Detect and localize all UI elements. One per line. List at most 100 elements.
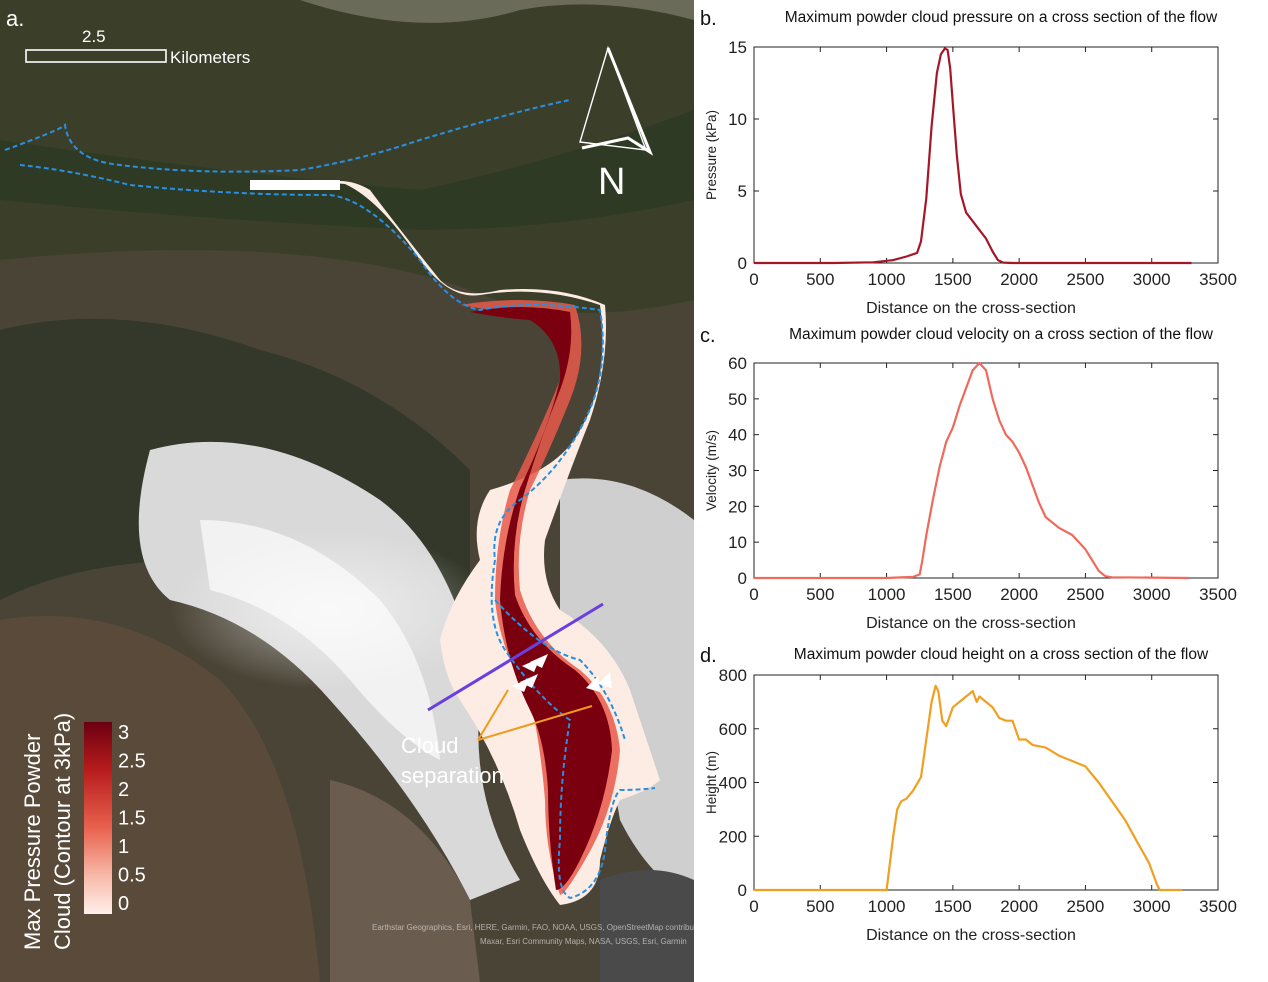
terrain-valley-vegetation — [0, 110, 694, 230]
colorbar-title-2: Cloud (Contour at 3kPa) — [50, 713, 75, 950]
y-axis-label: Velocity (m/s) — [704, 430, 719, 511]
x-tick-label: 3000 — [1133, 897, 1171, 916]
x-tick-label: 1500 — [934, 270, 972, 289]
scale-bar — [25, 49, 167, 63]
attribution-1: Earthstar Geographics, Esri, HERE, Garmi… — [372, 923, 707, 932]
terrain-north-slope — [0, 0, 694, 313]
y-tick-label: 0 — [738, 569, 747, 588]
x-tick-label: 1500 — [934, 585, 972, 604]
x-tick-label: 3000 — [1133, 585, 1171, 604]
x-tick-label: 500 — [806, 270, 834, 289]
x-tick-label: 2000 — [1000, 270, 1038, 289]
y-tick-label: 400 — [719, 774, 747, 793]
colorbar-tick-label: 0 — [118, 893, 129, 915]
colorbar-tick-label: 1.5 — [118, 808, 146, 830]
annotation-leader-2 — [477, 705, 593, 741]
annotation-leader-1 — [477, 689, 509, 741]
x-tick-label: 500 — [806, 897, 834, 916]
chart-title: Maximum powder cloud pressure on a cross… — [785, 9, 1218, 26]
x-tick-label: 3000 — [1133, 270, 1171, 289]
x-tick-label: 2500 — [1067, 897, 1105, 916]
y-tick-label: 15 — [728, 38, 747, 57]
chart-velocity: c. Maximum powder cloud velocity on a cro… — [700, 325, 1237, 632]
x-tick-label: 1000 — [868, 270, 906, 289]
arrow-icon — [586, 676, 600, 692]
terrain-south-ridge — [330, 780, 480, 982]
colorbar-tick-label: 3 — [118, 722, 129, 744]
plot-frame — [753, 674, 1219, 891]
y-tick-label: 20 — [728, 497, 747, 516]
x-tick-label: 0 — [749, 897, 758, 916]
y-tick-label: 30 — [728, 462, 747, 481]
x-axis-label: Distance on the cross-section — [866, 615, 1076, 632]
x-tick-label: 0 — [749, 585, 758, 604]
plot-frame — [753, 46, 1219, 264]
y-tick-label: 50 — [728, 390, 747, 409]
terrain-southwest-ridge — [0, 616, 320, 982]
colorbar-tick-label: 0.5 — [118, 865, 146, 887]
attribution-2: Maxar, Esri Community Maps, NASA, USGS, … — [480, 937, 687, 946]
terrain-highlight — [170, 530, 490, 690]
panel-label: b. — [700, 8, 717, 30]
scale-bar-unit: Kilometers — [170, 48, 250, 67]
series-line — [754, 47, 1192, 265]
chart-pressure: b. Maximum powder cloud pressure on a cro… — [700, 8, 1237, 317]
x-tick-label: 1500 — [934, 897, 972, 916]
y-tick-label: 0 — [738, 881, 747, 900]
y-tick-label: 60 — [728, 354, 747, 373]
north-label: N — [598, 161, 625, 203]
x-tick-label: 2000 — [1000, 585, 1038, 604]
arrow-icon — [530, 654, 548, 668]
chart-title: Maximum powder cloud height on a cross s… — [794, 646, 1209, 663]
y-tick-label: 5 — [738, 182, 747, 201]
x-tick-label: 3500 — [1199, 585, 1237, 604]
series-line — [754, 684, 1183, 892]
panel-label: d. — [700, 645, 717, 667]
y-axis-label: Height (m) — [704, 751, 719, 814]
y-tick-label: 0 — [738, 254, 747, 273]
panel-label-a: a. — [6, 6, 24, 31]
x-tick-label: 500 — [806, 585, 834, 604]
plot-frame — [753, 362, 1219, 579]
x-tick-label: 0 — [749, 270, 758, 289]
colorbar-title-1: Max Pressure Powder — [20, 734, 45, 950]
x-tick-label: 2000 — [1000, 897, 1038, 916]
terrain-southeast-ridge — [600, 870, 694, 982]
y-tick-label: 10 — [728, 110, 747, 129]
scale-bar-value: 2.5 — [82, 27, 106, 46]
colorbar-ticks: 3 2.5 2 1.5 1 0.5 0 — [118, 722, 146, 915]
terrain-riverbed — [300, 0, 694, 23]
cross-section-line — [427, 602, 604, 712]
x-tick-label: 2500 — [1067, 270, 1105, 289]
panel-label: c. — [700, 325, 716, 347]
colorbar — [84, 722, 112, 914]
separation-arrows — [512, 654, 612, 692]
colorbar-tick-label: 1 — [118, 836, 129, 858]
y-tick-label: 800 — [719, 666, 747, 685]
x-tick-label: 3500 — [1199, 270, 1237, 289]
colorbar-tick-label: 2 — [118, 779, 129, 801]
series-line — [754, 361, 1189, 580]
arrow-icon — [520, 674, 538, 688]
arrow-icon — [598, 672, 612, 688]
y-tick-label: 40 — [728, 426, 747, 445]
map-panel: Cloud separation a. 2.5 Kilometers N 3 2.… — [0, 0, 707, 982]
deposit-upper-channel — [250, 180, 340, 190]
y-tick-label: 200 — [719, 827, 747, 846]
pressure-high-zone — [470, 307, 612, 890]
chart-height: d. Maximum powder cloud height on a cross… — [700, 645, 1237, 944]
x-tick-label: 1000 — [868, 585, 906, 604]
x-tick-label: 3500 — [1199, 897, 1237, 916]
y-tick-label: 10 — [728, 533, 747, 552]
x-tick-label: 1000 — [868, 897, 906, 916]
x-tick-label: 2500 — [1067, 585, 1105, 604]
annotation-line-1: Cloud — [401, 733, 458, 758]
north-arrow-icon: N — [579, 45, 654, 203]
x-axis-label: Distance on the cross-section — [866, 300, 1076, 317]
contour-3kpa — [4, 99, 656, 900]
y-tick-label: 600 — [719, 720, 747, 739]
y-axis-label: Pressure (kPa) — [704, 110, 719, 200]
colorbar-tick-label: 2.5 — [118, 751, 146, 773]
chart-title: Maximum powder cloud velocity on a cross… — [789, 326, 1214, 343]
